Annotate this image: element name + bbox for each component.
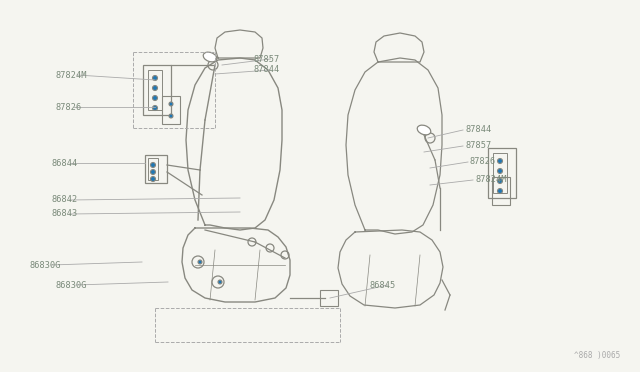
Circle shape: [497, 179, 502, 183]
Text: 86845: 86845: [370, 280, 396, 289]
Text: 86843: 86843: [52, 209, 78, 218]
Text: 86830G: 86830G: [30, 260, 61, 269]
Text: 87844: 87844: [465, 125, 492, 135]
Circle shape: [497, 189, 502, 193]
Text: 86844: 86844: [52, 158, 78, 167]
Circle shape: [150, 163, 156, 167]
Text: 87824M: 87824M: [475, 176, 506, 185]
Ellipse shape: [417, 125, 431, 135]
Circle shape: [497, 158, 502, 164]
Circle shape: [497, 169, 502, 173]
Text: 87857: 87857: [253, 55, 279, 64]
Text: ^868 )0065: ^868 )0065: [573, 351, 620, 360]
Text: 86830G: 86830G: [55, 280, 86, 289]
Bar: [148, 70, 162, 110]
Bar: [493, 153, 507, 193]
Circle shape: [198, 260, 202, 264]
Circle shape: [169, 114, 173, 118]
Circle shape: [150, 170, 156, 174]
Bar: [143, 65, 171, 115]
Circle shape: [152, 86, 157, 90]
Text: 87857: 87857: [465, 141, 492, 151]
Text: 87826: 87826: [56, 103, 83, 112]
Bar: [148, 158, 158, 180]
Bar: [488, 148, 516, 198]
Bar: [492, 177, 510, 205]
Circle shape: [152, 76, 157, 80]
Text: 87844: 87844: [253, 65, 279, 74]
Bar: [162, 96, 180, 124]
Circle shape: [152, 96, 157, 100]
Circle shape: [218, 280, 222, 284]
Bar: [145, 155, 167, 183]
Circle shape: [150, 176, 156, 182]
Text: 87826: 87826: [470, 157, 496, 167]
Bar: [320, 290, 338, 306]
Text: 86842: 86842: [52, 196, 78, 205]
Circle shape: [169, 102, 173, 106]
Text: 87824M: 87824M: [56, 71, 88, 80]
Circle shape: [152, 106, 157, 110]
Ellipse shape: [204, 52, 217, 62]
